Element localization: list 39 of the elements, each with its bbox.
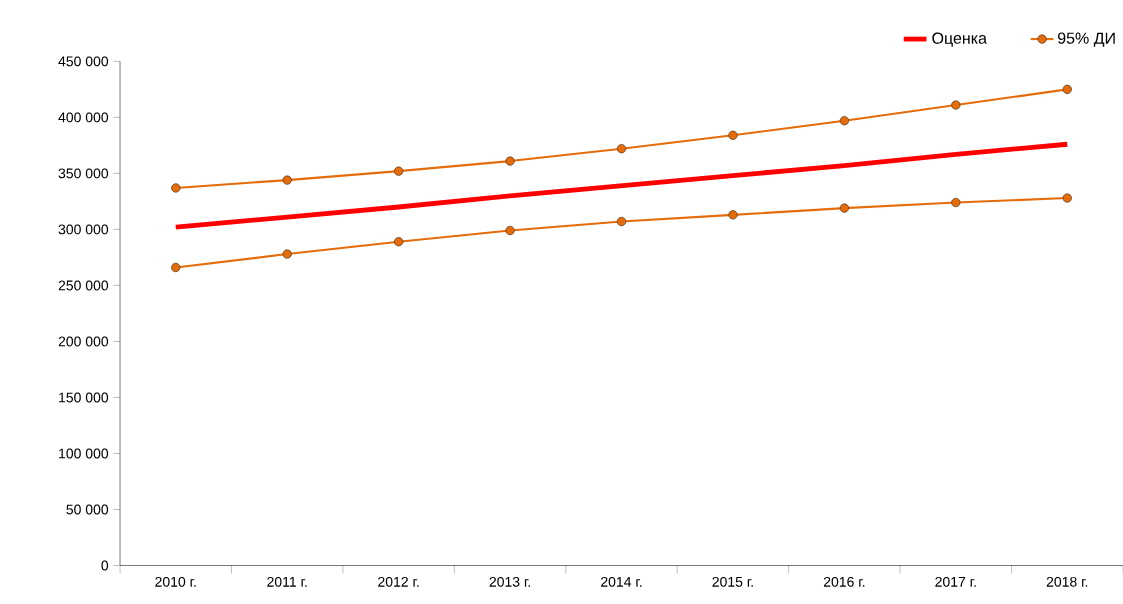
point — [282, 175, 292, 185]
point — [394, 166, 404, 176]
x-tick-label: 2015 г. — [712, 576, 753, 587]
point — [505, 225, 515, 236]
y-tick-label: 50 000 — [66, 504, 109, 515]
y-tick-label: 350 000 — [58, 168, 109, 179]
point — [171, 262, 181, 273]
y-tick-label: 450 000 — [58, 56, 109, 67]
legend-label: Оценка — [932, 32, 987, 47]
point — [951, 197, 961, 208]
point — [282, 249, 292, 259]
x-tick-label: 2010 г. — [155, 576, 196, 587]
x-tick-label: 2017 г. — [935, 576, 976, 587]
y-tick-label: 400 000 — [58, 112, 109, 123]
x-tick-label: 2014 г. — [601, 576, 642, 587]
y-tick-label: 250 000 — [58, 280, 109, 291]
x-tick-label: 2016 г. — [823, 576, 865, 587]
point — [616, 144, 627, 154]
y-tick-label: 0 — [101, 560, 109, 571]
point — [505, 156, 515, 166]
point — [616, 216, 627, 227]
y-tick-label: 300 000 — [58, 224, 109, 235]
y-tick-label: 100 000 — [59, 448, 109, 459]
point — [1062, 84, 1072, 94]
x-tick-label: 2011 г. — [267, 576, 307, 587]
y-tick-label: 150 000 — [59, 392, 109, 403]
x-tick-label: 2013 г. — [489, 576, 530, 587]
point — [839, 116, 849, 126]
x-tick-label: 2018 г. — [1046, 576, 1088, 587]
y-tick-label: 200 000 — [58, 336, 109, 347]
legend-label: 95% ДИ — [1057, 32, 1115, 47]
point — [1062, 193, 1072, 203]
point — [394, 237, 404, 247]
x-tick-label: 2012 г. — [378, 576, 419, 587]
point — [171, 183, 181, 193]
point — [951, 100, 961, 110]
point — [728, 210, 738, 220]
point — [839, 203, 849, 213]
point — [728, 130, 738, 140]
